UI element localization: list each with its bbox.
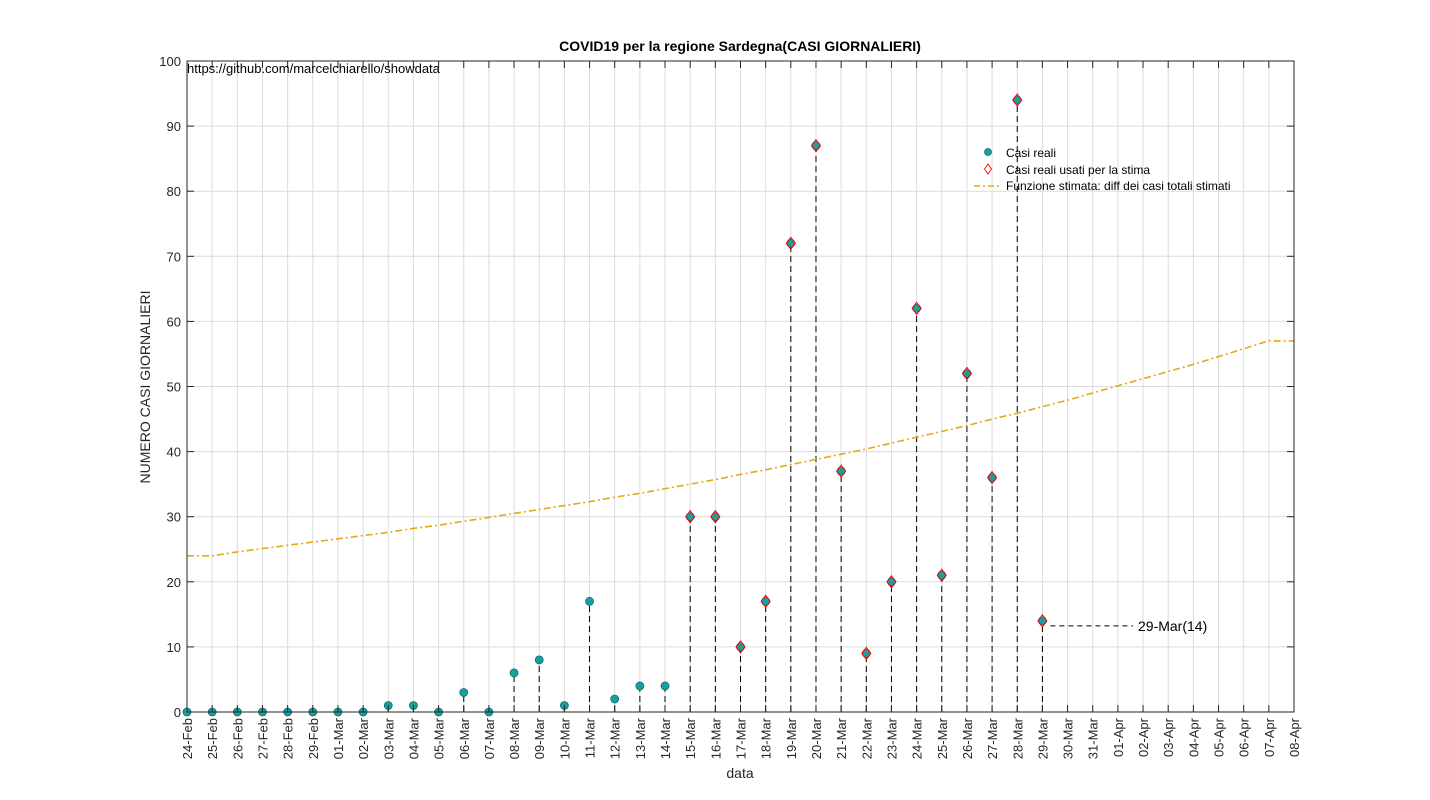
x-tick-label: 24-Feb — [180, 718, 195, 759]
x-axis-title: data — [726, 765, 753, 781]
y-axis-title: NUMERO CASI GIORNALIERI — [137, 291, 153, 484]
x-tick-label: 25-Mar — [935, 717, 950, 759]
y-tick-label: 30 — [167, 510, 181, 525]
x-tick-label: 21-Mar — [834, 717, 849, 759]
y-tick-label: 20 — [167, 575, 181, 590]
x-tick-label: 29-Feb — [306, 718, 321, 759]
point-casi-stima — [810, 138, 822, 153]
x-tick-label: 07-Mar — [482, 717, 497, 759]
grid — [186, 60, 1295, 713]
x-tick-label: 19-Mar — [784, 717, 799, 759]
point-casi-reali — [459, 688, 469, 697]
x-tick-label: 25-Feb — [205, 718, 220, 759]
x-tick-label: 20-Mar — [809, 717, 824, 759]
x-tick-label: 03-Mar — [381, 717, 396, 759]
point-casi-stima — [710, 509, 721, 524]
data-points — [182, 93, 1048, 717]
point-casi-reali — [635, 681, 645, 691]
x-tick-label: 11-Mar — [583, 717, 598, 758]
annotation-label: 29-Mar(14) — [1138, 618, 1207, 634]
chart-title: COVID19 per la regione Sardegna(CASI GIO… — [559, 38, 921, 54]
point-casi-stima — [961, 366, 973, 381]
x-tick-label: 15-Mar — [683, 717, 698, 759]
x-tick-label: 06-Apr — [1237, 717, 1252, 757]
axes: 24-Feb 25-Feb 26-Feb 27-Feb 28-Feb 29-Feb 01-M… — [159, 54, 1302, 759]
point-casi-stima — [911, 301, 922, 316]
source-text: https://github.com/marcelchiarello/showd… — [187, 61, 441, 76]
x-tick-label: 23-Mar — [884, 717, 899, 759]
x-tick-label: 02-Apr — [1136, 717, 1151, 757]
point-casi-reali — [509, 668, 519, 678]
point-casi-reali — [610, 694, 620, 704]
x-tick-label: 03-Apr — [1161, 717, 1176, 757]
point-casi-stima — [986, 470, 998, 485]
legend-label-casi-stima: Casi reali usati per la stima — [1006, 163, 1150, 177]
x-tick-label: 08-Mar — [507, 717, 522, 759]
x-tick-label: 30-Mar — [1061, 717, 1076, 759]
legend-label-casi-reali: Casi reali — [1006, 146, 1056, 160]
x-tick-label: 26-Feb — [230, 718, 245, 759]
y-tick-label: 40 — [167, 445, 181, 460]
point-casi-stima — [936, 568, 947, 583]
point-casi-stima — [785, 236, 796, 251]
point-casi-stima — [760, 594, 771, 609]
x-tick-label: 10-Mar — [557, 717, 572, 759]
x-tick-label: 31-Mar — [1086, 717, 1101, 759]
x-tick-label: 22-Mar — [859, 717, 874, 759]
x-tick-label: 18-Mar — [759, 717, 774, 759]
x-tick-label: 07-Apr — [1262, 717, 1277, 757]
x-tick-label: 05-Mar — [432, 717, 447, 759]
x-tick-label: 14-Mar — [658, 717, 673, 759]
legend-marker-casi-reali — [984, 148, 992, 156]
legend: Casi reali Casi reali usati per la stima… — [974, 146, 1231, 193]
x-tick-label: 01-Apr — [1111, 717, 1126, 757]
x-tick-label: 09-Mar — [532, 717, 547, 759]
x-tick-label: 08-Apr — [1287, 717, 1302, 757]
y-tick-label: 60 — [167, 314, 181, 329]
x-tick-label: 02-Mar — [356, 717, 371, 759]
x-tick-label: 27-Feb — [255, 718, 270, 759]
point-casi-reali — [534, 655, 544, 665]
annotation: 29-Mar(14) — [1050, 618, 1207, 634]
x-tick-label: 13-Mar — [633, 717, 648, 759]
legend-marker-casi-stima — [983, 163, 993, 175]
point-casi-stima — [861, 646, 872, 661]
point-casi-reali — [585, 596, 594, 606]
x-tick-label: 01-Mar — [331, 717, 346, 759]
y-tick-label: 100 — [159, 54, 181, 69]
x-tick-label: 17-Mar — [734, 717, 749, 759]
x-tick-label: 24-Mar — [910, 717, 925, 759]
x-tick-label: 29-Mar — [1035, 717, 1050, 759]
axes-box — [186, 60, 1295, 713]
x-tick-label: 12-Mar — [608, 717, 623, 759]
legend-label-funzione: Funzione stimata: diff dei casi totali s… — [1006, 179, 1231, 193]
stem-lines — [387, 100, 1043, 712]
point-casi-reali — [660, 681, 670, 691]
point-casi-stima — [685, 509, 696, 524]
point-casi-stima — [1012, 93, 1023, 107]
point-casi-stima — [1037, 614, 1048, 628]
x-tick-label: 05-Apr — [1212, 717, 1227, 757]
fit-curve-layer — [187, 340, 1294, 557]
x-tick-label: 27-Mar — [985, 717, 1000, 759]
fit-curve — [187, 340, 1294, 557]
x-tick-label: 04-Mar — [406, 717, 421, 759]
point-casi-stima — [886, 574, 897, 589]
x-tick-label: 26-Mar — [960, 717, 975, 759]
x-tick-label: 06-Mar — [457, 717, 472, 759]
y-tick-label: 0 — [174, 705, 181, 720]
point-casi-stima — [735, 640, 746, 654]
point-casi-stima — [836, 464, 847, 478]
x-tick-label: 28-Feb — [281, 718, 296, 759]
y-tick-label: 80 — [167, 184, 181, 199]
y-tick-label: 70 — [167, 249, 181, 264]
x-tick-label: 04-Apr — [1186, 717, 1201, 757]
y-tick-label: 90 — [167, 119, 181, 134]
y-tick-label: 10 — [167, 640, 181, 655]
x-tick-label: 16-Mar — [708, 717, 723, 759]
y-tick-label: 50 — [167, 380, 181, 395]
x-tick-label: 28-Mar — [1010, 717, 1025, 759]
